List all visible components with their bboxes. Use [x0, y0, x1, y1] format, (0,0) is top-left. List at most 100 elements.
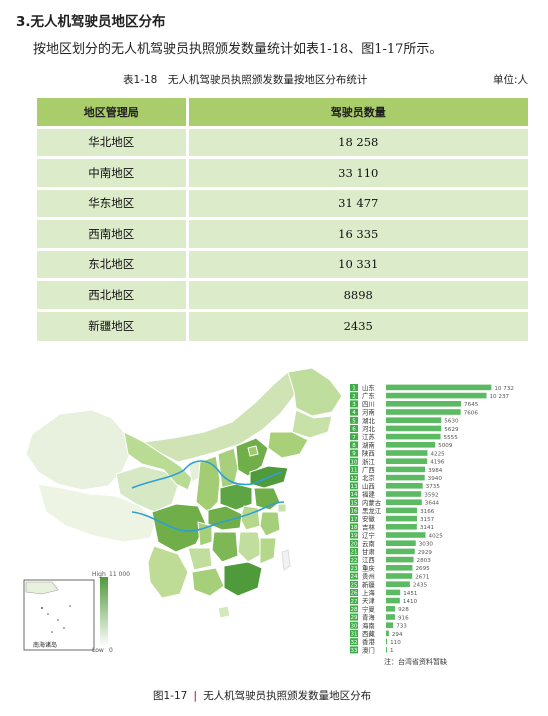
rank-number: 3 — [352, 402, 356, 408]
value-label: 916 — [398, 615, 409, 621]
value-label: 3141 — [420, 525, 435, 531]
value-label: 7606 — [464, 410, 479, 416]
bar — [386, 433, 441, 440]
category-label: 云南 — [362, 539, 375, 548]
value-label: 4196 — [430, 460, 445, 466]
rank-number: 26 — [351, 591, 358, 597]
category-label: 海南 — [362, 621, 375, 630]
table-row: 华北地区 18 258 — [37, 125, 528, 158]
rank-badge — [350, 556, 358, 564]
legend-max-label: 11 000 — [109, 571, 130, 578]
column-header-region: 地区管理局 — [37, 95, 189, 127]
value-label: 2803 — [417, 558, 432, 564]
province-heilongjiang — [287, 367, 343, 417]
value-label: 5009 — [438, 443, 453, 449]
category-label: 福建 — [362, 490, 375, 499]
category-label: 吉林 — [362, 522, 375, 531]
bar — [386, 442, 436, 448]
value-label: 2929 — [418, 550, 433, 556]
bar — [386, 589, 401, 596]
value-label: 3735 — [426, 484, 441, 490]
value-label: 5630 — [444, 419, 459, 425]
province-fujian — [259, 537, 277, 565]
value-label: 10 237 — [490, 394, 510, 400]
legend-gradient — [100, 577, 108, 647]
count-cell: 2435 — [187, 308, 528, 341]
rank-badge — [350, 531, 358, 539]
rank-number: 28 — [351, 607, 358, 613]
value-label: 7645 — [464, 402, 479, 408]
rank-number: 10 — [351, 459, 358, 465]
province-shaanxi — [195, 455, 221, 513]
rank-number: 29 — [351, 615, 358, 621]
caption-separator: | — [193, 690, 198, 702]
bar — [386, 417, 442, 423]
value-label: 3644 — [425, 501, 440, 507]
count-cell: 31 477 — [187, 186, 528, 219]
rank-badge — [350, 416, 358, 424]
count-cell: 8898 — [187, 278, 528, 310]
value-label: 10 732 — [494, 386, 514, 392]
category-label: 河北 — [362, 425, 375, 433]
rank-number: 5 — [352, 418, 356, 424]
province-shanxi — [217, 447, 239, 489]
rank-badge — [350, 589, 358, 596]
bar — [386, 556, 414, 563]
rank-number: 27 — [351, 599, 358, 605]
bar — [386, 491, 422, 497]
category-label: 新疆 — [362, 580, 375, 589]
yangtze-river — [131, 501, 285, 532]
rank-number: 1 — [352, 386, 356, 392]
province-beijing — [247, 445, 259, 457]
rank-number: 31 — [351, 632, 358, 638]
value-label: 1451 — [403, 591, 418, 597]
value-label: 3030 — [419, 542, 434, 548]
value-label: 3166 — [420, 509, 435, 515]
inset-coastline — [25, 581, 59, 595]
category-label: 辽宁 — [362, 531, 375, 540]
bar — [386, 401, 462, 407]
province-jiangxi — [237, 531, 263, 563]
rank-badge — [350, 400, 358, 408]
table-header-row: 地区管理局 驾驶员数量 — [37, 95, 528, 127]
rank-badge — [350, 490, 358, 498]
rank-badge — [350, 564, 358, 572]
region-table: 地区管理局 驾驶员数量 华北地区 18 258 中南地区 33 110 华东地区 31… — [37, 95, 528, 341]
value-label: 928 — [398, 607, 409, 613]
bar — [386, 548, 415, 555]
province-guizhou — [187, 547, 213, 571]
rank-badge — [350, 630, 358, 637]
value-label: 2671 — [415, 574, 430, 580]
rank-badge — [350, 638, 358, 646]
bar — [386, 622, 394, 628]
rank-number: 23 — [351, 566, 358, 572]
count-cell: 33 110 — [187, 156, 528, 188]
category-label: 四川 — [362, 400, 375, 408]
bar — [386, 606, 396, 612]
province-zhejiang — [259, 511, 281, 537]
table-row: 东北地区 10 331 — [37, 247, 528, 280]
region-cell: 华东地区 — [37, 186, 189, 219]
value-label: 1 — [390, 648, 394, 654]
bar — [386, 515, 417, 522]
rank-number: 33 — [351, 648, 358, 654]
rank-badge — [350, 539, 358, 547]
table-row: 西北地区 8898 — [37, 278, 528, 310]
province-chongqing — [197, 521, 213, 547]
category-label: 贵州 — [362, 572, 375, 581]
rank-badge — [350, 515, 358, 523]
rank-badge — [350, 474, 358, 482]
rank-number: 16 — [351, 509, 358, 515]
rank-badge — [350, 384, 358, 391]
province-liaoning — [267, 431, 309, 459]
rank-badge — [350, 605, 358, 613]
figure-title: 无人机驾驶员执照颁发数量地区分布 — [203, 690, 372, 702]
category-label: 天津 — [362, 597, 375, 605]
value-label: 110 — [390, 640, 401, 646]
inset-label: 南海诸岛 — [33, 642, 58, 649]
rank-badge — [350, 425, 358, 432]
category-label: 湖北 — [362, 416, 375, 425]
category-label: 黑龙江 — [362, 506, 382, 515]
value-label: 3157 — [420, 517, 435, 523]
